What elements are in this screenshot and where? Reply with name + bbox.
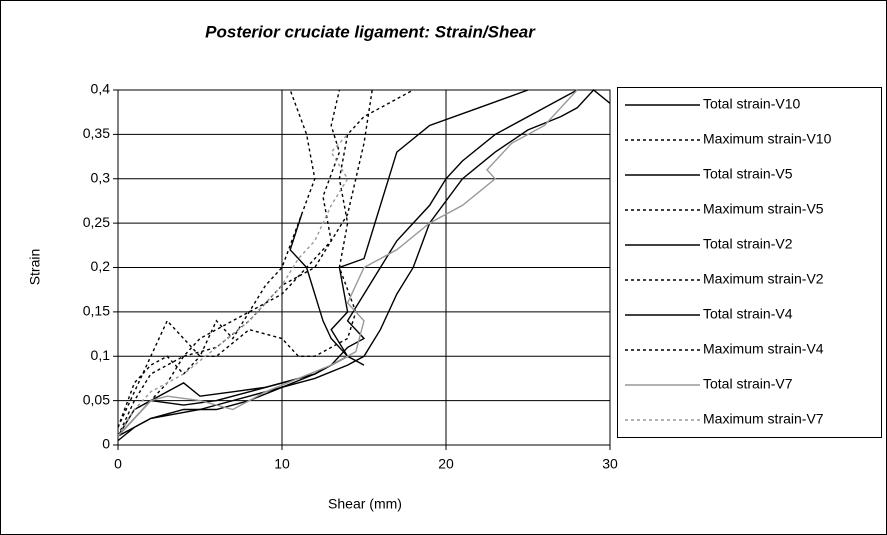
y-tick-label: 0 <box>102 436 110 452</box>
legend-label: Total strain-V5 <box>703 166 793 182</box>
y-tick-label: 0,25 <box>83 214 110 230</box>
series-line <box>118 89 578 437</box>
legend-label: Maximum strain-V4 <box>703 341 824 357</box>
series-line <box>118 89 610 437</box>
y-axis-label: Strain <box>27 249 43 286</box>
x-tick-label: 0 <box>114 456 122 472</box>
y-tick-label: 0,2 <box>91 258 111 274</box>
x-tick-label: 30 <box>602 456 618 472</box>
series-line <box>118 89 373 437</box>
y-tick-label: 0,4 <box>91 81 111 97</box>
legend-label: Maximum strain-V7 <box>703 411 824 427</box>
chart-title: Posterior cruciate ligament: Strain/Shea… <box>205 22 536 41</box>
legend-label: Total strain-V10 <box>703 96 800 112</box>
series-line <box>118 89 316 428</box>
legend-label: Total strain-V7 <box>703 376 793 392</box>
y-tick-label: 0,05 <box>83 391 110 407</box>
series-line <box>118 89 578 442</box>
x-tick-label: 20 <box>438 456 454 472</box>
x-tick-label: 10 <box>274 456 290 472</box>
x-axis-label: Shear (mm) <box>328 496 402 512</box>
y-tick-label: 0,3 <box>91 169 111 185</box>
legend-label: Maximum strain-V5 <box>703 201 824 217</box>
y-tick-label: 0,1 <box>91 347 111 363</box>
legend-label: Maximum strain-V10 <box>703 131 832 147</box>
series-line <box>118 89 414 428</box>
y-tick-label: 0,15 <box>83 303 110 319</box>
y-tick-label: 0,35 <box>83 125 110 141</box>
legend-label: Total strain-V2 <box>703 236 793 252</box>
legend-label: Maximum strain-V2 <box>703 271 824 287</box>
legend-box <box>617 87 882 438</box>
legend-label: Total strain-V4 <box>703 306 793 322</box>
